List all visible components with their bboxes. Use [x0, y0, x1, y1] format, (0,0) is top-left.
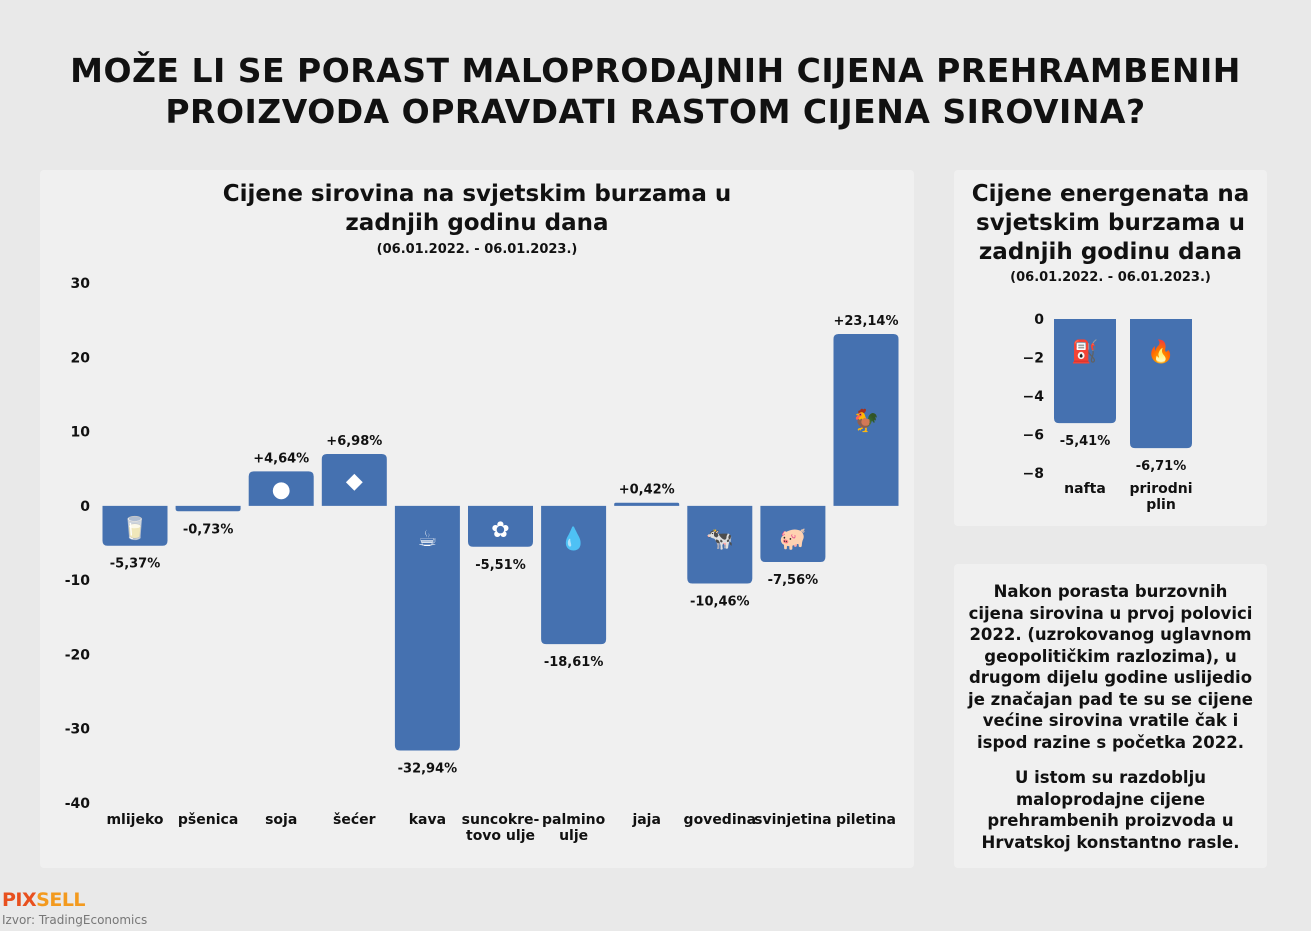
category-label: svinjetina: [754, 812, 831, 828]
data-label: +6,98%: [326, 434, 382, 449]
data-label: -10,46%: [690, 595, 750, 610]
data-label: -7,56%: [768, 573, 819, 588]
flame-icon: 🔥: [1147, 339, 1174, 365]
sugar-cubes-icon: ◆: [346, 469, 363, 494]
bar-suncokretovo-ulje: [468, 505, 533, 547]
y-tick-label: -40: [65, 796, 91, 812]
chart-title-line: zadnjih godinu dana: [345, 210, 609, 236]
chart-title-line: Cijene energenata na: [971, 181, 1250, 207]
pixsell-logo: PIXSELL: [2, 889, 86, 911]
bar-šećer: [321, 454, 387, 506]
data-label: -6,71%: [1136, 459, 1187, 474]
data-label: -5,41%: [1060, 434, 1111, 449]
chart-subtitle: (06.01.2022. - 06.01.2023.): [376, 242, 578, 257]
chart-title: Cijene energenata na svjetskim burzama u…: [954, 180, 1267, 267]
y-tick-label: 30: [71, 276, 91, 292]
note-paragraph-1: Nakon porasta burzovnih cijena sirovina …: [968, 582, 1253, 752]
raw-materials-bar-chart: 30 20 10 0 -10 -20 -30 -40 🥛 -5,37% mlijeko -0,73% p…: [65, 276, 899, 844]
chart-title: Cijene sirovina na svjetskim burzama u z…: [40, 180, 914, 238]
category-label: ulje: [559, 828, 588, 844]
y-tick-label: 20: [71, 350, 91, 366]
soybean-icon: ●: [272, 478, 291, 503]
category-label: tovo ulje: [466, 828, 535, 844]
y-tick-label: −2: [1023, 351, 1044, 367]
category-label: nafta: [1064, 481, 1106, 497]
title-line: PROIZVODA OPRAVDATI RASTOM CIJENA SIROVI…: [165, 92, 1146, 131]
fuel-pump-icon: ⛽: [1071, 339, 1098, 365]
bar-svinjetina: [760, 505, 826, 563]
data-label: -18,61%: [544, 655, 604, 670]
category-label: palmino: [542, 812, 606, 828]
data-label: +23,14%: [833, 314, 898, 329]
chart-subtitle: (06.01.2022. - 06.01.2023.): [1010, 270, 1211, 285]
bar-mlijeko: [102, 505, 168, 546]
pig-icon: 🐖: [779, 527, 806, 552]
cow-icon: 🐄: [706, 527, 733, 552]
sunflower-oil-icon: ✿: [491, 518, 509, 543]
chicken-icon: 🐓: [852, 408, 879, 434]
y-tick-label: -20: [65, 647, 91, 663]
bar-govedina: [687, 505, 753, 584]
note-paragraph-2: U istom su razdoblju maloprodajne cijene…: [981, 768, 1240, 852]
category-label: govedina: [684, 812, 757, 828]
category-label: pšenica: [178, 812, 238, 828]
category-label: suncokre-: [462, 812, 540, 828]
bar-soja: [248, 471, 314, 506]
category-label: soja: [265, 812, 297, 828]
title-line: MOŽE LI SE PORAST MALOPRODAJNIH CIJENA P…: [70, 51, 1241, 90]
category-label: šećer: [333, 812, 376, 828]
data-label: -5,51%: [475, 558, 526, 573]
chart-title-line: svjetskim burzama u: [976, 210, 1245, 236]
y-tick-label: -30: [65, 722, 91, 738]
source-note: Izvor: TradingEconomics: [2, 913, 148, 927]
category-label: prirodni: [1129, 481, 1192, 497]
y-tick-label: −8: [1023, 466, 1044, 482]
palm-oil-icon: 💧: [560, 526, 587, 552]
y-tick-label: 0: [80, 499, 90, 515]
bar-prirodni-plin: [1130, 319, 1192, 449]
logo-text: PIX: [2, 889, 37, 911]
chart-title-line: zadnjih godinu dana: [978, 239, 1243, 265]
category-label: piletina: [836, 812, 896, 828]
data-label: -32,94%: [398, 762, 458, 777]
data-label: -5,37%: [110, 557, 161, 572]
energy-chart-panel: Cijene energenata na svjetskim burzama u…: [954, 170, 1267, 526]
category-label: plin: [1146, 497, 1176, 513]
coffee-bean-icon: ☕: [418, 527, 438, 552]
bar-piletina: [833, 333, 899, 506]
page-title: MOŽE LI SE PORAST MALOPRODAJNIH CIJENA P…: [0, 50, 1311, 132]
y-tick-label: -10: [65, 573, 91, 589]
bar-jaja: [614, 502, 680, 506]
chart-title-line: Cijene sirovina na svjetskim burzama u: [222, 181, 732, 207]
category-label: jaja: [631, 812, 661, 828]
category-label: mlijeko: [106, 812, 163, 828]
category-label: kava: [409, 812, 446, 828]
bar-nafta: [1054, 319, 1116, 424]
y-tick-label: 10: [71, 425, 91, 441]
bar-kava: [394, 505, 460, 751]
bar-palmino-ulje: [541, 505, 607, 645]
y-tick-label: −4: [1023, 389, 1045, 405]
data-label: +0,42%: [619, 483, 675, 498]
raw-materials-chart-panel: Cijene sirovina na svjetskim burzama u z…: [40, 170, 914, 868]
data-label: -0,73%: [183, 522, 234, 537]
y-tick-label: 0: [1034, 312, 1044, 328]
logo-text: SELL: [36, 889, 86, 911]
data-label: +4,64%: [253, 451, 309, 466]
note-panel: Nakon porasta burzovnih cijena sirovina …: [954, 564, 1267, 868]
y-tick-label: −6: [1023, 428, 1044, 444]
milk-bottle-icon: 🥛: [121, 516, 148, 542]
bar-pšenica: [175, 505, 241, 512]
